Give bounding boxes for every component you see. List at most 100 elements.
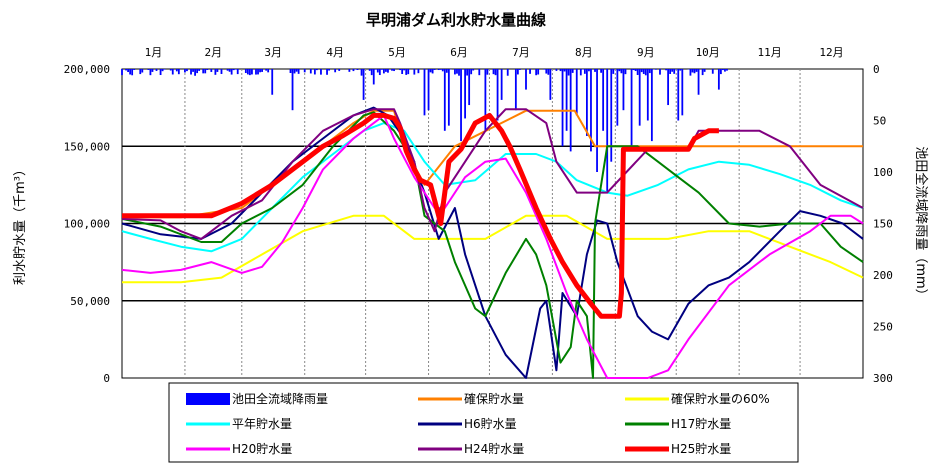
- left-tick-label: 100,000: [64, 218, 110, 231]
- rain-bar: [701, 69, 704, 76]
- rain-bar: [472, 69, 475, 71]
- month-label: 1月: [145, 46, 163, 59]
- rain-bar: [726, 69, 728, 71]
- rain-bar: [454, 69, 456, 75]
- rain-bar: [230, 69, 233, 75]
- rain-bar: [600, 69, 603, 73]
- rain-bar: [559, 69, 562, 72]
- left-tick-label: 150,000: [64, 140, 110, 153]
- rain-bar: [719, 69, 722, 75]
- rain-bar: [695, 69, 698, 72]
- rain-bar: [159, 69, 162, 76]
- left-axis-ticks: 0 50,000 100,000 150,000 200,000: [64, 63, 110, 385]
- rain-bar: [606, 69, 609, 193]
- rain-bar: [184, 69, 186, 73]
- rain-bar: [393, 69, 395, 72]
- rain-bar: [220, 69, 223, 74]
- rain-bar: [514, 69, 517, 111]
- rain-bar: [374, 69, 377, 70]
- storage-lines: [121, 106, 864, 379]
- rain-bar: [248, 69, 251, 76]
- legend-label-h25: H25貯水量: [671, 442, 731, 456]
- rain-bar: [711, 69, 714, 74]
- rain-bar: [356, 69, 359, 71]
- rain-bar: [378, 69, 381, 76]
- rain-bar: [380, 69, 383, 70]
- rain-bar: [470, 69, 473, 75]
- rain-bar: [575, 69, 578, 116]
- rain-bar: [232, 69, 235, 71]
- rain-bar: [583, 69, 586, 74]
- rain-bar: [567, 69, 570, 76]
- month-label: 5月: [388, 46, 406, 59]
- rain-bar: [492, 69, 495, 75]
- plot-area: [121, 68, 864, 379]
- rain-bar: [525, 69, 527, 90]
- rain-bar: [665, 69, 667, 71]
- rain-bar: [427, 69, 430, 111]
- rain-bar: [293, 69, 296, 74]
- month-label: 11月: [757, 46, 781, 59]
- right-tick-label: 300: [873, 372, 893, 385]
- rain-bar: [537, 69, 540, 75]
- rain-bar: [630, 69, 633, 152]
- rain-bar: [464, 69, 466, 119]
- rain-bar: [441, 69, 444, 72]
- rain-bar: [644, 69, 647, 76]
- rain-bar: [399, 69, 402, 71]
- rain-bar: [387, 69, 389, 73]
- rain-bar: [697, 69, 700, 95]
- rain-bar: [681, 69, 684, 116]
- rain-bar: [506, 69, 509, 76]
- rain-bar: [640, 69, 643, 73]
- rain-bar: [413, 69, 416, 75]
- rain-bar: [271, 69, 274, 95]
- rain-bar: [484, 69, 487, 131]
- rain-bar: [338, 69, 341, 71]
- left-tick-label: 200,000: [64, 63, 110, 76]
- rain-bar: [612, 69, 615, 74]
- rain-bar: [679, 69, 682, 71]
- rain-bar: [236, 69, 239, 75]
- rain-bar: [320, 69, 322, 75]
- legend-label-rain: 池田全流域降雨量: [232, 391, 328, 406]
- rain-bar: [602, 69, 605, 131]
- rain-bar: [210, 69, 213, 72]
- rain-bar: [403, 69, 406, 71]
- rain-bar: [401, 69, 404, 74]
- rain-bar: [382, 69, 385, 74]
- rain-bar: [385, 69, 387, 72]
- rain-bar: [251, 69, 253, 75]
- legend-box: [168, 382, 799, 463]
- rain-bar: [214, 69, 217, 75]
- rain-bar: [226, 69, 229, 71]
- rain-bar: [717, 69, 720, 90]
- rain-bar: [634, 69, 637, 72]
- rain-bar: [259, 69, 261, 73]
- rain-bar: [194, 69, 196, 76]
- rain-bar: [466, 69, 469, 76]
- rain-bar: [722, 69, 724, 71]
- rain-bar: [141, 69, 144, 73]
- rain-bar: [348, 69, 351, 72]
- rain-bar: [417, 69, 420, 74]
- series-avg-line: [121, 122, 864, 253]
- legend-label-h17: H17貯水量: [671, 417, 731, 431]
- rain-bar: [638, 69, 641, 126]
- rain-bar: [151, 69, 154, 72]
- rain-bar: [496, 69, 499, 121]
- left-axis-label: 利水貯水量（千m³）: [13, 163, 28, 285]
- rain-bar: [234, 69, 237, 70]
- series-h20-line: [121, 114, 864, 379]
- rain-bar: [667, 69, 670, 106]
- rain-bar: [516, 69, 519, 75]
- rain-bar: [175, 69, 178, 72]
- chart-title: 早明浦ダム利水貯水量曲線: [366, 11, 546, 29]
- series-h6-line: [121, 106, 864, 379]
- rain-bar: [291, 69, 294, 111]
- left-tick-label: 50,000: [70, 295, 110, 308]
- rain-bar: [535, 69, 538, 76]
- month-label: 8月: [575, 46, 593, 59]
- rain-bar: [703, 69, 706, 72]
- rain-bar: [693, 69, 696, 74]
